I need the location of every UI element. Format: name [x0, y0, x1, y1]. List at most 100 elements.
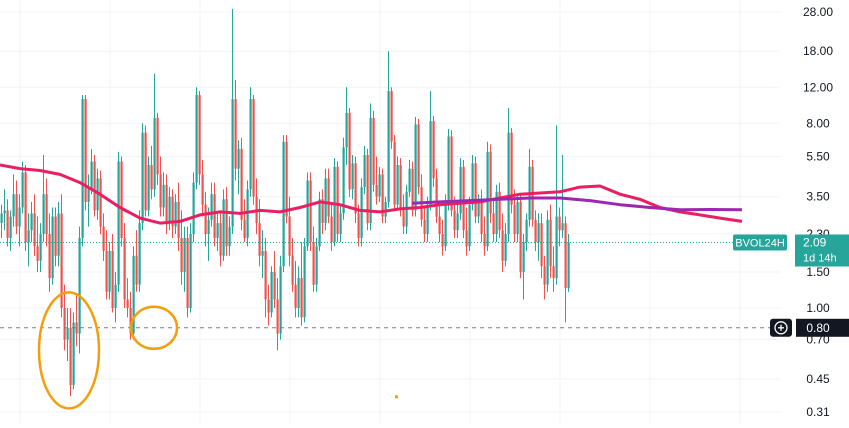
candle-up: [174, 194, 177, 234]
candle-down: [99, 170, 102, 234]
candle-body: [288, 216, 291, 256]
candle-body: [291, 255, 294, 285]
candle-body: [489, 151, 492, 214]
ma-slow-line: [411, 196, 743, 212]
candle-down: [120, 156, 123, 247]
candle-body: [375, 184, 378, 197]
countdown-text: 1d 14h: [803, 252, 837, 264]
candle-body: [264, 250, 267, 300]
candle-body: [444, 201, 447, 247]
candle-body: [330, 216, 333, 243]
candle-up: [153, 73, 156, 197]
y-tick-label: 3.50: [806, 190, 830, 204]
candle-body: [30, 213, 33, 231]
candle-down: [36, 216, 39, 272]
candle-body: [555, 216, 558, 279]
candle-up: [396, 156, 399, 211]
candle-up: [315, 237, 318, 292]
annotation-ellipse: [129, 305, 179, 351]
candle-down: [24, 165, 27, 251]
candle-down: [348, 108, 351, 197]
candle-body: [195, 94, 198, 183]
candle-body: [69, 327, 72, 386]
candle-up: [261, 230, 264, 279]
candle-down: [225, 187, 228, 256]
candle-down: [255, 178, 258, 234]
candle-body: [396, 165, 399, 205]
candle-up: [132, 246, 135, 340]
candle-down: [273, 250, 276, 308]
candle-up: [108, 242, 111, 300]
candle-up: [303, 237, 306, 323]
candle-down: [552, 246, 555, 292]
candle-body: [567, 242, 570, 289]
candle-up: [468, 196, 471, 251]
candle-body: [84, 99, 87, 202]
crosshair-price-badge: [796, 318, 849, 337]
y-tick-label: 18.00: [803, 44, 833, 58]
candle-body: [483, 233, 486, 247]
candle-body: [153, 117, 156, 190]
candle-up: [507, 108, 510, 243]
candle-body: [297, 278, 300, 308]
candle-up: [333, 158, 336, 247]
candle-body: [138, 223, 141, 285]
add-crosshair-button[interactable]: [770, 318, 792, 337]
candle-down: [156, 112, 159, 185]
candle-up: [12, 174, 15, 227]
annotation-ellipse: [37, 291, 101, 410]
candle-body: [366, 154, 369, 224]
candle-body: [456, 213, 459, 231]
candle-up: [207, 207, 210, 261]
candle-body: [414, 124, 417, 211]
candle-body: [159, 174, 162, 208]
candle-body: [237, 148, 240, 169]
candle-up: [138, 210, 141, 292]
candle-down: [201, 159, 204, 217]
series-symbol: BVOL24H: [735, 237, 785, 249]
candle-up: [189, 223, 192, 313]
candle-up: [114, 271, 117, 323]
candle-body: [378, 174, 381, 197]
candle-up: [429, 91, 432, 211]
candle-body: [165, 184, 168, 224]
candle-down: [465, 207, 468, 256]
candle-body: [315, 246, 318, 285]
candle-body: [216, 223, 219, 238]
candle-up: [162, 172, 165, 217]
candle-down: [393, 135, 396, 211]
candle-body: [171, 196, 174, 227]
candle-up: [51, 207, 54, 285]
candle-body: [441, 233, 444, 247]
candle-body: [114, 284, 117, 308]
candle-down: [480, 189, 483, 243]
candle-body: [540, 223, 543, 267]
candle-body: [537, 223, 540, 243]
candle-body: [273, 271, 276, 300]
candle-up: [459, 158, 462, 220]
candle-body: [108, 250, 111, 292]
candle-body: [12, 194, 15, 217]
candle-body: [534, 219, 537, 243]
y-tick-label: 5.50: [806, 150, 830, 164]
candle-body: [60, 213, 63, 308]
last-value-badge: [795, 234, 849, 267]
candle-body: [369, 117, 372, 224]
candle-down: [15, 180, 18, 234]
candle-up: [408, 159, 411, 197]
candle-up: [231, 8, 234, 234]
candle-down: [534, 210, 537, 251]
candle-down: [84, 94, 87, 211]
candle-down: [441, 219, 444, 256]
candle-body: [267, 299, 270, 313]
candle-up: [216, 213, 219, 251]
candle-body: [192, 182, 195, 234]
candle-body: [309, 180, 312, 243]
candle-body: [204, 204, 207, 234]
plus-circle-icon[interactable]: [774, 321, 788, 335]
candle-down: [126, 278, 129, 318]
candle-down: [48, 213, 51, 292]
candle-body: [81, 99, 84, 238]
